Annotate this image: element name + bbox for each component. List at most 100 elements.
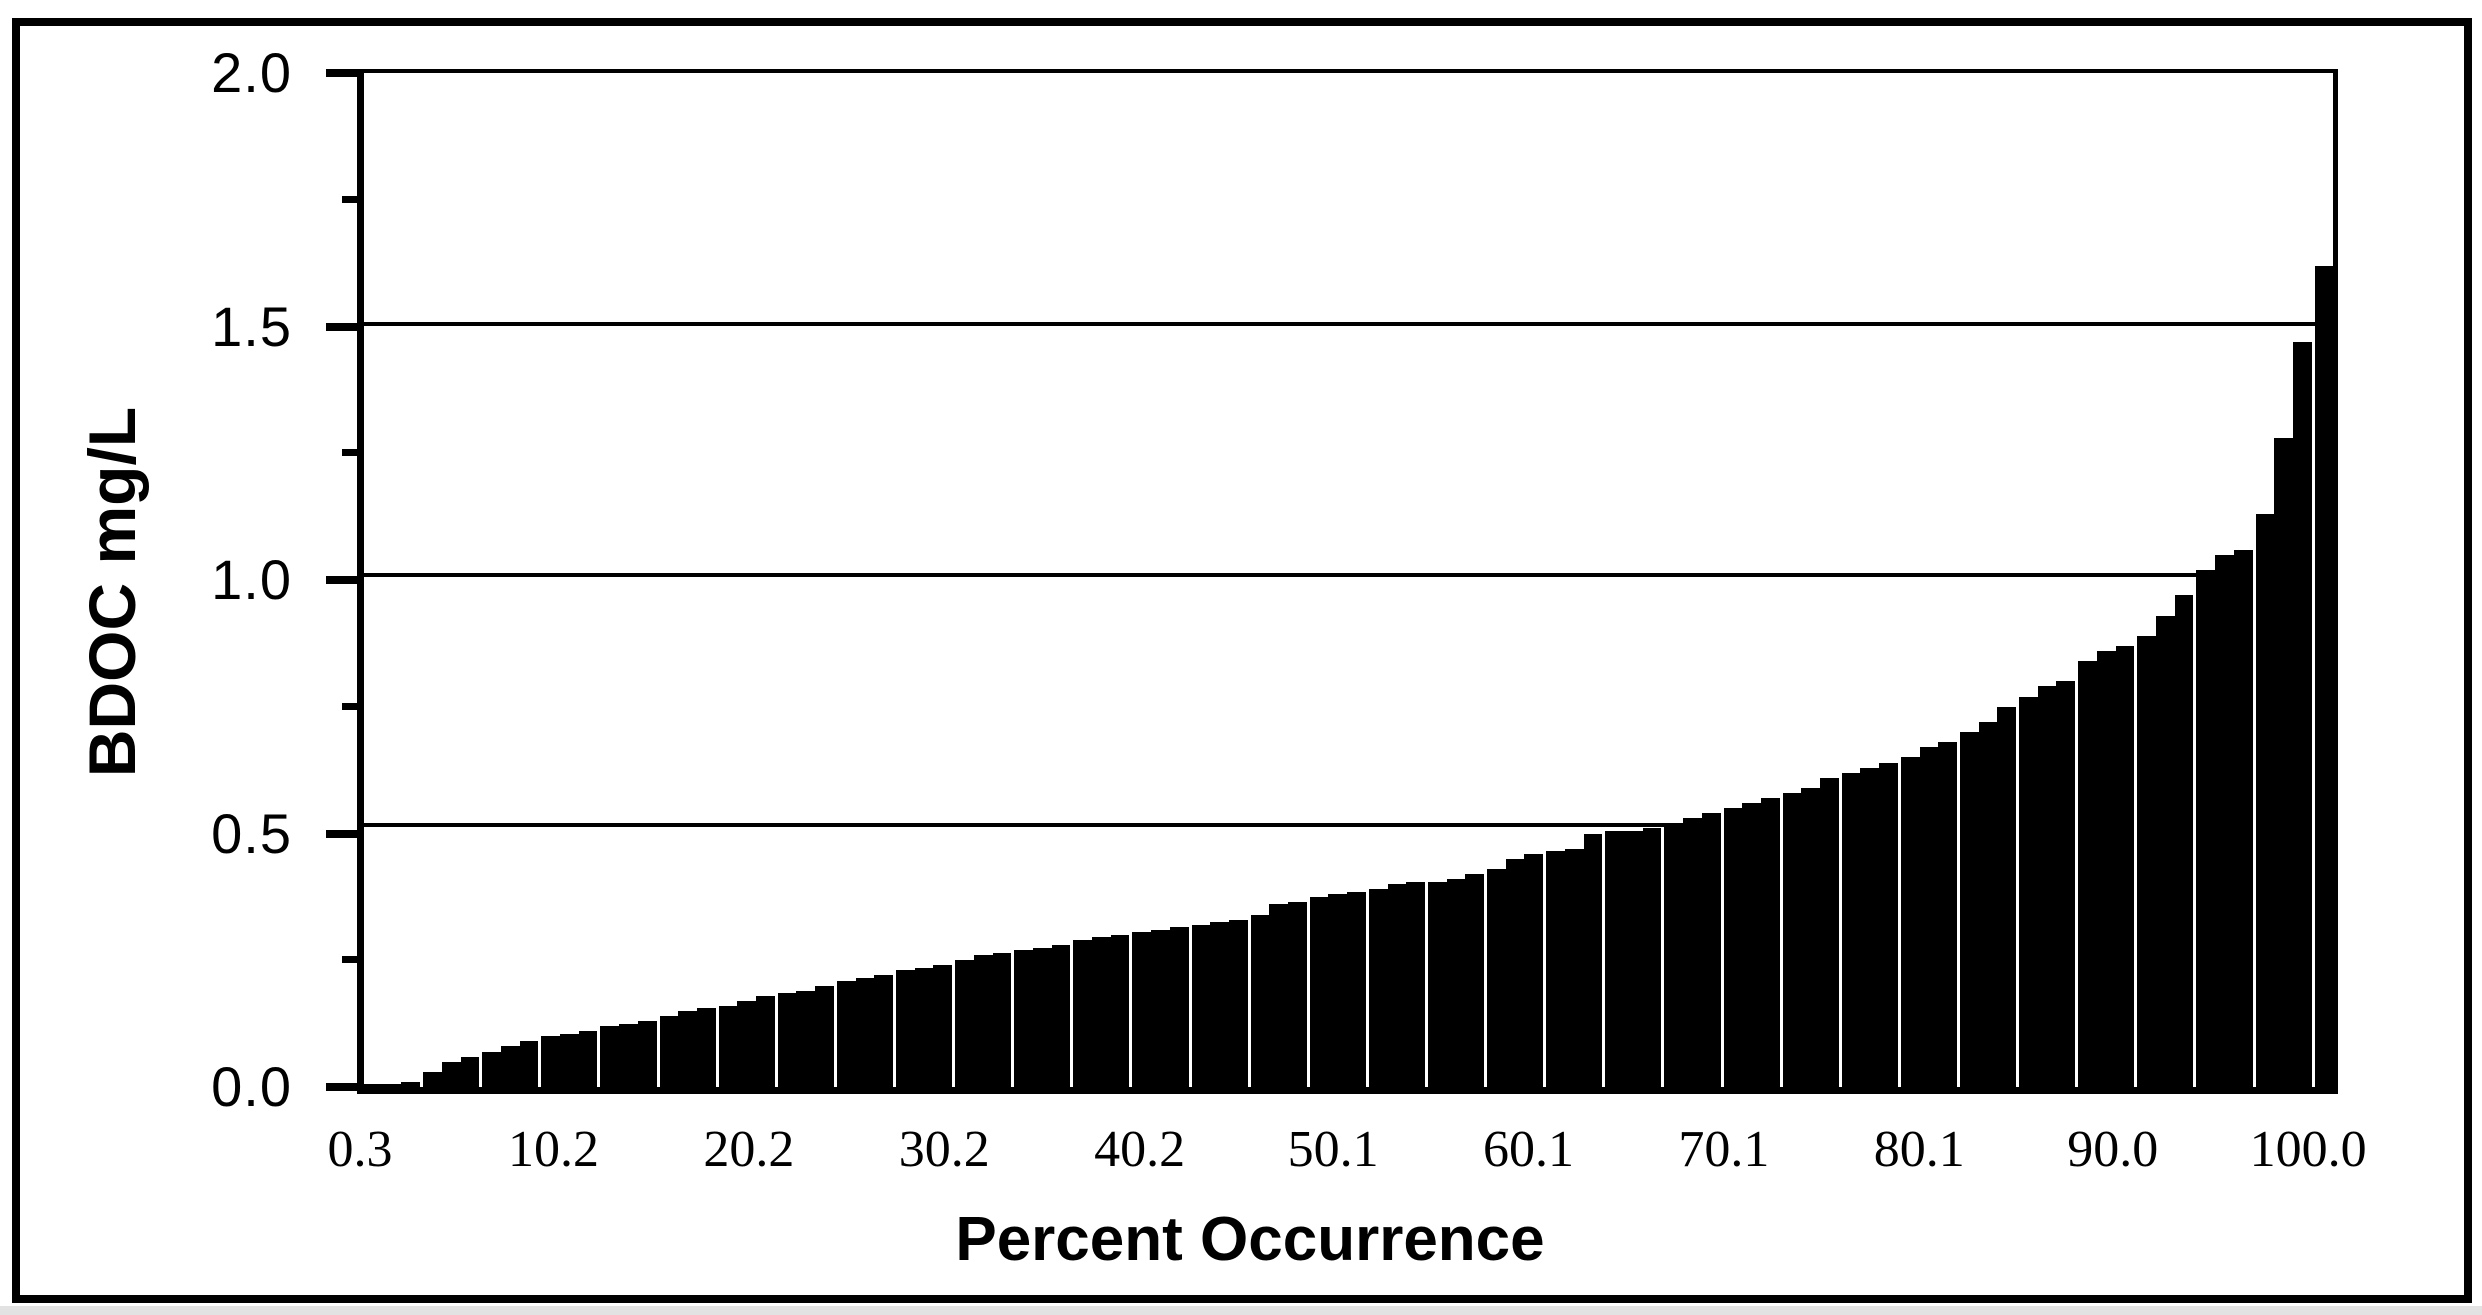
bar (2078, 661, 2097, 1087)
bar (1228, 919, 1251, 1087)
bar (1169, 927, 1192, 1087)
x-tick-label-90.0: 90.0 (2067, 1121, 2159, 1178)
bar (815, 985, 837, 1087)
bar (1664, 823, 1684, 1087)
bar (777, 993, 797, 1087)
bar (1288, 901, 1310, 1087)
scan-edge-artifact (0, 1306, 2482, 1315)
bar (718, 1005, 738, 1087)
bar (1919, 747, 1939, 1087)
bar (1997, 706, 2020, 1087)
y-major-tick-0.00 (326, 1083, 364, 1091)
bar (1309, 896, 1329, 1087)
y-tick-label-1.0: 1.0 (211, 548, 292, 611)
bar (2233, 549, 2256, 1087)
x-tick-label-60.1: 60.1 (1482, 1121, 1574, 1178)
bar (836, 980, 856, 1087)
bar (2174, 595, 2197, 1087)
bar-series (364, 73, 2334, 1087)
y-major-tick-2.00 (326, 69, 364, 77)
bar (1032, 947, 1052, 1087)
bar (441, 1061, 461, 1087)
bar (1742, 803, 1761, 1087)
bar (1250, 914, 1270, 1087)
x-tick-label-40.2: 40.2 (1094, 1121, 1186, 1178)
bar (2155, 615, 2175, 1087)
bar (578, 1031, 601, 1087)
bar (1465, 874, 1488, 1087)
bar (1624, 830, 1643, 1087)
bar (696, 1008, 719, 1087)
bar (2274, 438, 2293, 1087)
bar (1860, 767, 1880, 1087)
bar (678, 1010, 697, 1087)
bar (973, 955, 993, 1087)
bar (1701, 813, 1724, 1087)
bar (1191, 924, 1211, 1087)
bar (2037, 686, 2057, 1087)
bar (1642, 828, 1665, 1087)
bar (914, 967, 934, 1087)
y-minor-tick-0.75 (342, 702, 364, 710)
bar (1841, 772, 1861, 1087)
bar (2096, 650, 2116, 1087)
bar (992, 952, 1015, 1087)
y-tick-label-2.0: 2.0 (211, 41, 292, 104)
bar (2115, 645, 2138, 1087)
bar (1900, 757, 1920, 1087)
bar (1092, 937, 1111, 1087)
bar (1801, 787, 1821, 1087)
bar (382, 1084, 402, 1087)
bar (1487, 869, 1506, 1087)
x-tick-label-50.1: 50.1 (1287, 1121, 1379, 1178)
bar (659, 1016, 679, 1087)
x-tick-label-100.0: 100.0 (2249, 1121, 2367, 1178)
bar (1427, 881, 1447, 1087)
plot-area (357, 69, 2338, 1094)
bar (2019, 696, 2038, 1087)
bar (1583, 833, 1606, 1087)
x-tick-label-10.2: 10.2 (507, 1121, 599, 1178)
bar (2196, 569, 2216, 1087)
bar (2215, 554, 2234, 1087)
bar (874, 975, 896, 1087)
y-major-tick-1.00 (326, 576, 364, 584)
y-minor-tick-1.75 (342, 195, 364, 203)
gridline-1 (364, 572, 2333, 577)
bar (1959, 732, 1979, 1087)
bar (855, 978, 875, 1087)
bar (933, 965, 956, 1087)
bar (1760, 798, 1783, 1087)
bar (482, 1051, 501, 1087)
bar (600, 1026, 620, 1087)
x-tick-label-80.1: 80.1 (1873, 1121, 1965, 1178)
bar (1938, 742, 1960, 1087)
bar (2137, 635, 2156, 1087)
bar (1368, 889, 1388, 1087)
bar (2314, 265, 2334, 1087)
bar (1151, 929, 1170, 1087)
y-major-tick-0.50 (326, 829, 364, 838)
bar (1683, 818, 1702, 1087)
bar (955, 960, 974, 1087)
bar (519, 1041, 542, 1087)
y-minor-tick-0.25 (342, 956, 364, 964)
x-tick-label-30.2: 30.2 (898, 1121, 990, 1178)
bar (2292, 341, 2315, 1087)
bar (737, 1000, 757, 1087)
bar (364, 1084, 383, 1087)
bar (401, 1081, 424, 1087)
x-tick-label-70.1: 70.1 (1678, 1121, 1770, 1178)
bar (637, 1021, 660, 1087)
bar (1406, 881, 1428, 1087)
bar (1446, 879, 1466, 1087)
y-minor-tick-1.25 (342, 449, 364, 457)
x-tick-label-0.3: 0.3 (327, 1121, 393, 1178)
x-tick-label-20.2: 20.2 (703, 1121, 795, 1178)
bar (560, 1033, 579, 1087)
y-tick-label-0.5: 0.5 (211, 801, 292, 865)
gridline-1.5 (364, 321, 2333, 326)
bar (895, 970, 915, 1087)
y-major-tick-1.50 (326, 322, 364, 331)
bar (500, 1046, 520, 1087)
